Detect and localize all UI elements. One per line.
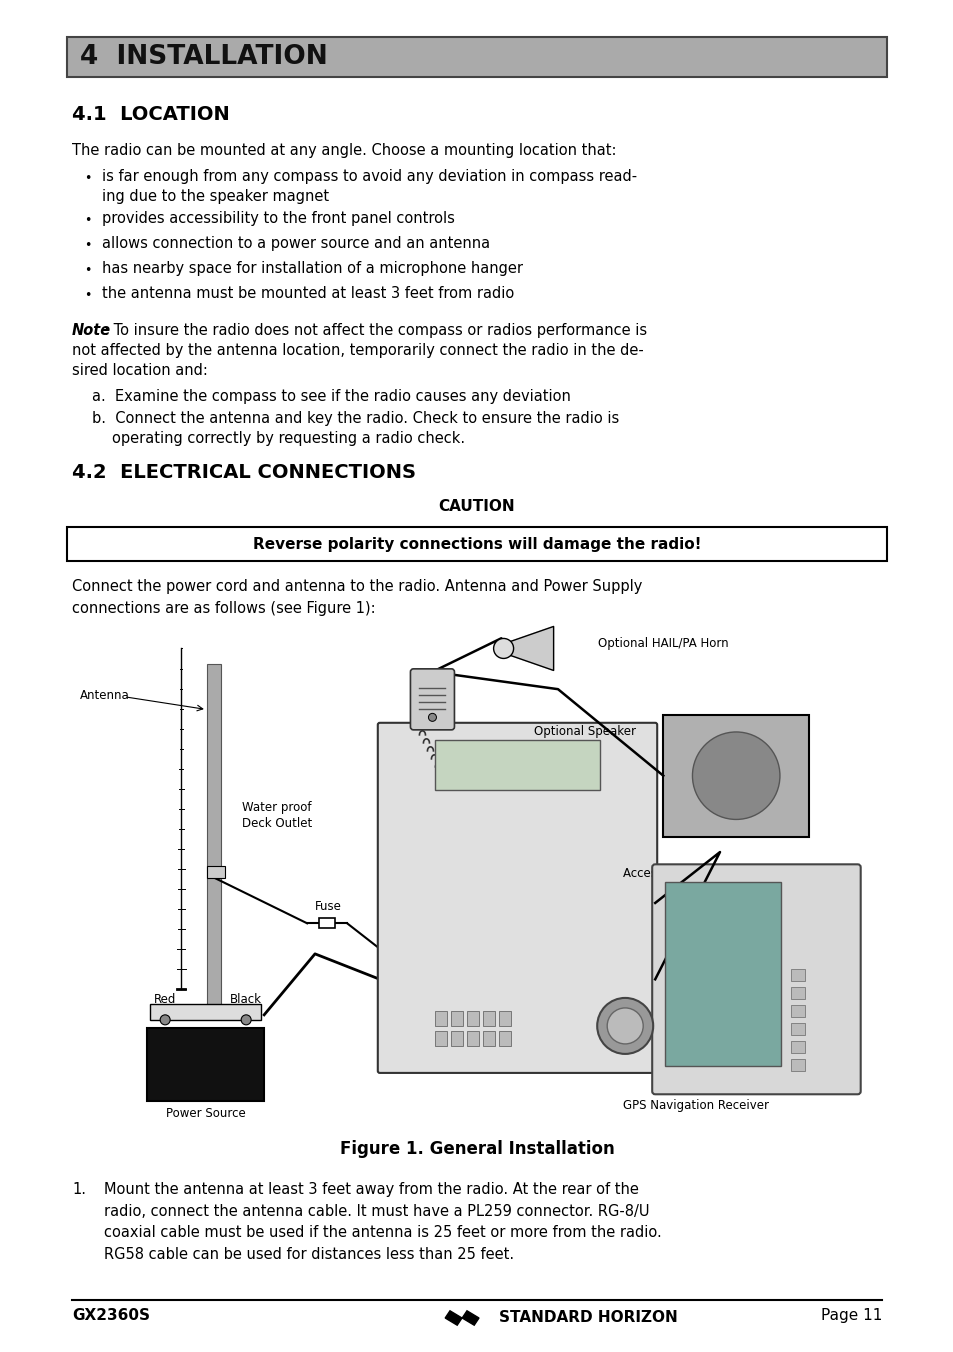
- Circle shape: [606, 1009, 642, 1044]
- FancyBboxPatch shape: [652, 864, 860, 1094]
- Text: GPS Navigation Receiver: GPS Navigation Receiver: [622, 1099, 768, 1113]
- Bar: [482, 1032, 495, 1046]
- Circle shape: [428, 714, 436, 722]
- Text: Fuse: Fuse: [314, 900, 341, 914]
- Circle shape: [241, 1015, 251, 1025]
- Text: CAUTION: CAUTION: [438, 499, 515, 514]
- Text: Optional HAIL/PA Horn: Optional HAIL/PA Horn: [598, 637, 728, 650]
- Text: operating correctly by requesting a radio check.: operating correctly by requesting a radi…: [112, 431, 465, 446]
- Text: : To insure the radio does not affect the compass or radios performance is: : To insure the radio does not affect th…: [104, 323, 646, 338]
- Text: sired location and:: sired location and:: [71, 362, 208, 379]
- Bar: [435, 1011, 446, 1026]
- Bar: [664, 883, 780, 1067]
- Text: allows connection to a power source and an antenna: allows connection to a power source and …: [102, 237, 490, 251]
- Text: has nearby space for installation of a microphone hanger: has nearby space for installation of a m…: [102, 261, 522, 276]
- Bar: [150, 1003, 261, 1019]
- Text: Accessory Cable: Accessory Cable: [622, 868, 719, 880]
- Text: 16: 16: [499, 753, 535, 777]
- Text: •: •: [84, 264, 91, 277]
- Text: Water proof
Deck Outlet: Water proof Deck Outlet: [242, 802, 312, 830]
- Text: is far enough from any compass to avoid any deviation in compass read-
ing due t: is far enough from any compass to avoid …: [102, 169, 637, 204]
- Bar: [319, 918, 335, 929]
- Bar: [466, 1032, 478, 1046]
- Text: the antenna must be mounted at least 3 feet from radio: the antenna must be mounted at least 3 f…: [102, 287, 514, 301]
- Text: STANDARD HORIZON: STANDARD HORIZON: [498, 1310, 677, 1325]
- Text: –: –: [243, 1007, 249, 1017]
- Text: Optional Speaker: Optional Speaker: [533, 725, 635, 738]
- Bar: [67, 37, 886, 77]
- Text: •: •: [84, 289, 91, 301]
- Bar: [498, 1032, 510, 1046]
- Bar: [790, 1006, 804, 1017]
- Bar: [662, 715, 808, 837]
- Polygon shape: [461, 1311, 478, 1325]
- Bar: [451, 1011, 462, 1026]
- Circle shape: [692, 731, 780, 819]
- Bar: [435, 1032, 446, 1046]
- Text: The radio can be mounted at any angle. Choose a mounting location that:: The radio can be mounted at any angle. C…: [71, 143, 616, 158]
- Text: a.  Examine the compass to see if the radio causes any deviation: a. Examine the compass to see if the rad…: [91, 389, 570, 404]
- FancyBboxPatch shape: [410, 669, 454, 730]
- Bar: [67, 527, 886, 561]
- Bar: [790, 1023, 804, 1036]
- Text: Power Source: Power Source: [166, 1107, 245, 1121]
- Text: GX2360S: GX2360S: [71, 1307, 150, 1324]
- Bar: [147, 1028, 264, 1102]
- Text: Red: Red: [153, 992, 176, 1006]
- Bar: [435, 740, 599, 790]
- Bar: [466, 1011, 478, 1026]
- Text: provides accessibility to the front panel controls: provides accessibility to the front pane…: [102, 211, 455, 226]
- Text: b.  Connect the antenna and key the radio. Check to ensure the radio is: b. Connect the antenna and key the radio…: [91, 411, 618, 426]
- Text: +: +: [161, 1007, 170, 1017]
- Bar: [790, 1059, 804, 1071]
- Circle shape: [160, 1015, 170, 1025]
- Text: •: •: [84, 239, 91, 251]
- Polygon shape: [445, 1311, 461, 1325]
- Text: 4.1  LOCATION: 4.1 LOCATION: [71, 105, 230, 124]
- Polygon shape: [507, 626, 553, 671]
- Text: Figure 1. General Installation: Figure 1. General Installation: [339, 1140, 614, 1159]
- Circle shape: [597, 998, 653, 1055]
- FancyBboxPatch shape: [377, 723, 657, 1073]
- Bar: [482, 1011, 495, 1026]
- Bar: [498, 1011, 510, 1026]
- Circle shape: [493, 638, 513, 658]
- Text: connections are as follows (see Figure 1):: connections are as follows (see Figure 1…: [71, 602, 375, 617]
- Text: Connect the power cord and antenna to the radio. Antenna and Power Supply: Connect the power cord and antenna to th…: [71, 579, 641, 594]
- Text: 4.2  ELECTRICAL CONNECTIONS: 4.2 ELECTRICAL CONNECTIONS: [71, 462, 416, 483]
- Text: Antenna: Antenna: [80, 690, 130, 702]
- Bar: [207, 865, 225, 877]
- Text: not affected by the antenna location, temporarily connect the radio in the de-: not affected by the antenna location, te…: [71, 343, 643, 358]
- Text: Note: Note: [71, 323, 111, 338]
- Bar: [207, 664, 220, 1005]
- Bar: [451, 1032, 462, 1046]
- Text: •: •: [84, 172, 91, 185]
- Text: Mount the antenna at least 3 feet away from the radio. At the rear of the
radio,: Mount the antenna at least 3 feet away f…: [104, 1182, 661, 1261]
- Bar: [790, 969, 804, 982]
- Text: Reverse polarity connections will damage the radio!: Reverse polarity connections will damage…: [253, 537, 700, 552]
- Text: •: •: [84, 214, 91, 227]
- Bar: [790, 987, 804, 999]
- Text: 1.: 1.: [71, 1182, 86, 1197]
- Text: 4  INSTALLATION: 4 INSTALLATION: [80, 45, 328, 70]
- Bar: [790, 1041, 804, 1053]
- Text: Black: Black: [230, 992, 262, 1006]
- Text: Page 11: Page 11: [820, 1307, 882, 1324]
